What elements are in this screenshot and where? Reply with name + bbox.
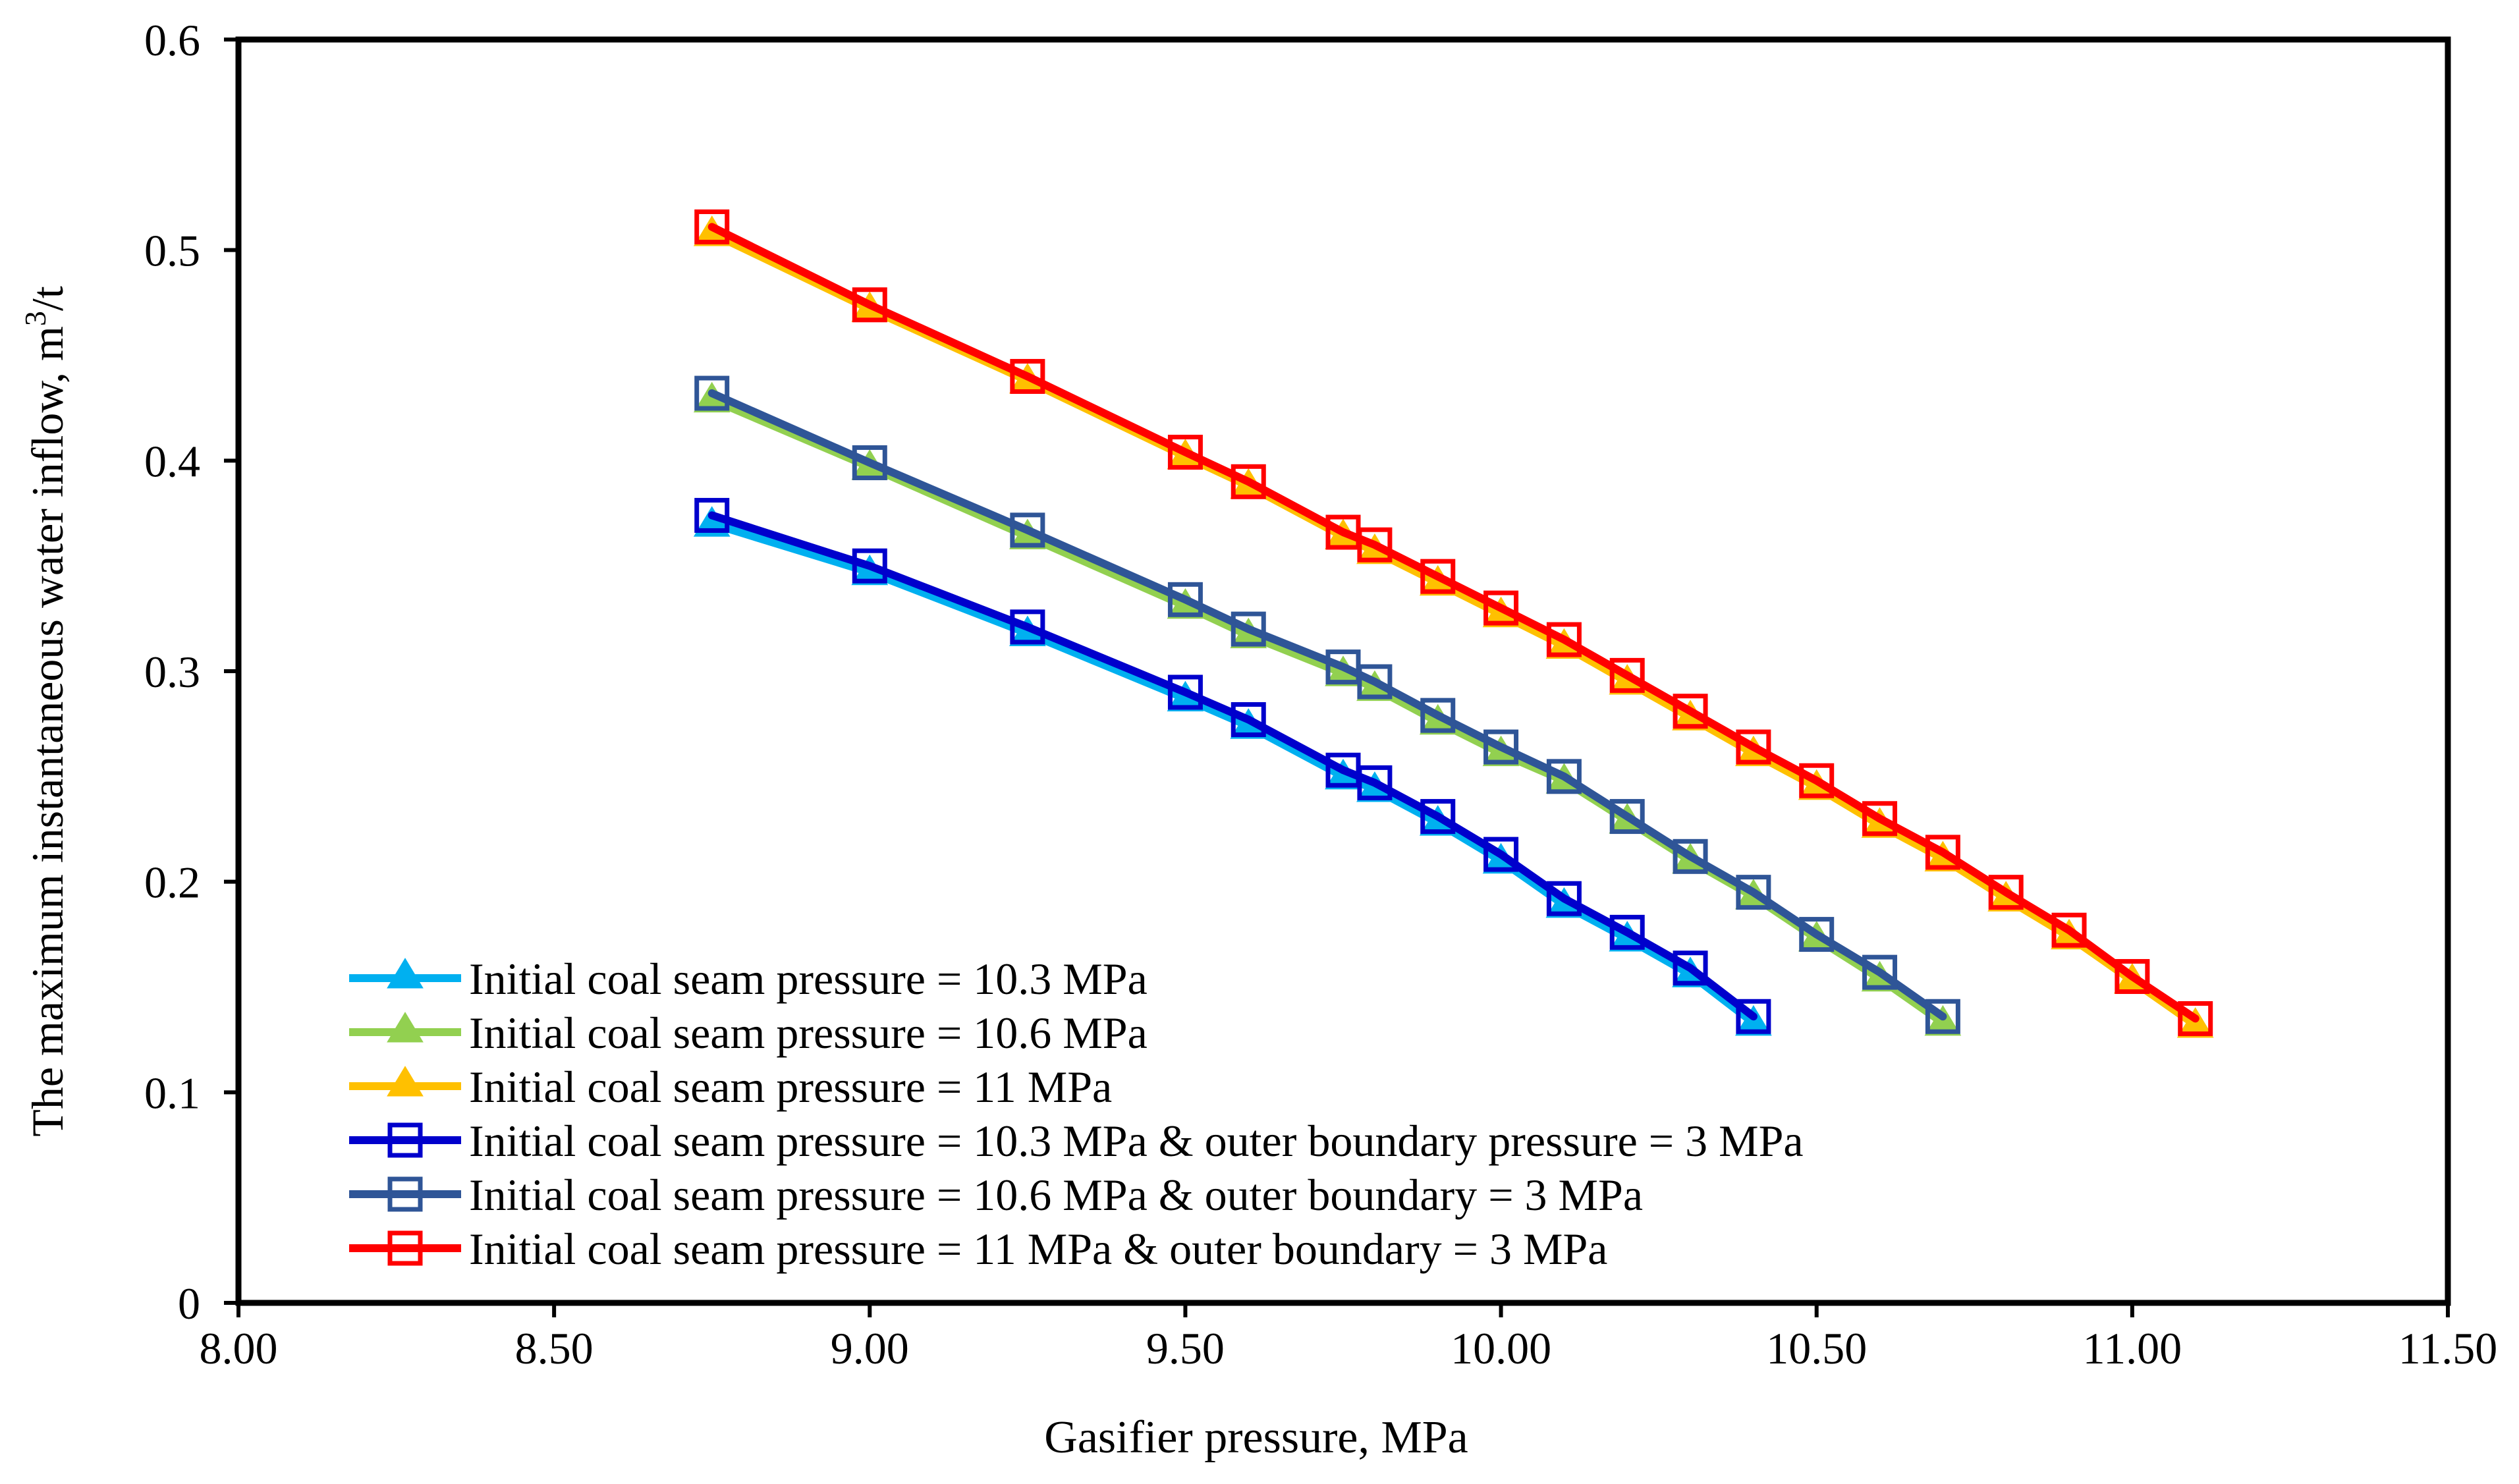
data-point [1799,917,1835,952]
legend-label: Initial coal seam pressure = 10.6 MPa & … [469,1170,1643,1220]
data-point [1420,698,1456,733]
y-tick-label: 0.2 [144,858,200,908]
y-tick-label: 0.5 [144,226,200,276]
data-point [1609,799,1645,835]
y-tick-label: 0.3 [144,647,200,697]
data-point [1609,914,1645,950]
data-point [1357,765,1393,800]
data-point [852,548,887,584]
data-point [1420,559,1456,594]
data-point [694,375,730,411]
legend-label: Initial coal seam pressure = 11 MPa [469,1062,1112,1112]
data-point [1924,1004,1962,1036]
y-axis-title: The maximum instantaneous water inflow, … [18,286,72,1137]
data-point [2176,1007,2214,1038]
data-point [1231,702,1266,738]
data-point [1420,799,1456,835]
data-point [1673,838,1708,874]
x-tick-label: 11.50 [2398,1323,2497,1373]
y-tick-label: 0.1 [144,1068,200,1118]
series-6 [694,209,2213,1036]
data-point [1357,527,1393,563]
y-axis-title-tail: /t [22,286,72,311]
data-point [1925,835,1960,870]
data-point [1988,875,2024,910]
series-line [707,511,1758,1021]
y-axis-title-main: The maximum instantaneous water inflow, … [22,326,72,1137]
data-point [1167,674,1203,710]
data-point [2178,1001,2213,1036]
data-point [694,497,730,533]
data-point [1483,729,1519,765]
data-point [1325,752,1361,788]
data-point [1010,609,1045,645]
legend-label: Initial coal seam pressure = 10.3 MPa & … [469,1116,1804,1166]
data-point [1862,801,1898,837]
x-tick-label: 11.00 [2083,1323,2182,1373]
data-point [2051,912,2087,948]
data-point [1673,694,1708,729]
series-4 [694,497,1771,1034]
y-tick-label: 0.6 [144,15,200,65]
data-point [1010,358,1045,394]
data-point [1546,759,1582,794]
data-point [1735,1004,1772,1036]
data-point [1673,950,1708,986]
y-axis-title-text: The maximum instantaneous water inflow, … [18,286,72,1137]
data-point [1799,763,1835,798]
data-point [1736,729,1771,765]
plot-area: 8.00 8.50 9.00 9.50 10.00 10.50 11.00 11.50 0 0.1… [144,15,2497,1373]
x-tick-label: 8.00 [200,1323,278,1373]
data-point [1325,649,1361,685]
data-point [852,287,887,323]
x-tick-label: 10.00 [1451,1323,1551,1373]
y-tick-label: 0 [178,1278,200,1329]
legend: Initial coal seam pressure = 10.3 MPaIni… [349,954,1804,1274]
data-point [2115,959,2150,995]
x-tick-label: 9.00 [831,1323,909,1373]
legend-label: Initial coal seam pressure = 10.3 MPa [469,954,1148,1004]
data-point [1231,611,1266,647]
data-point [1862,954,1898,990]
x-axis-title: Gasifier pressure, MPa [1044,1412,1468,1463]
legend-swatch-marker [387,1230,423,1266]
legend-swatch-marker [387,1012,424,1043]
series-5 [694,375,1960,1034]
y-axis-title-superscript: 3 [18,311,52,326]
data-point [1546,622,1582,657]
legend-swatch-marker [387,1176,423,1212]
data-point [1483,590,1519,626]
x-tick-label: 10.50 [1766,1323,1867,1373]
data-point [1231,464,1266,499]
data-point [1167,582,1203,617]
y-tick-label: 0.4 [144,436,200,486]
legend-label: Initial coal seam pressure = 10.6 MPa [469,1008,1148,1058]
data-point [1010,512,1045,548]
data-point [1546,881,1582,916]
legend-label: Initial coal seam pressure = 11 MPa & ou… [469,1224,1608,1274]
data-point [852,445,887,481]
data-point [1925,999,1960,1034]
data-point [694,209,730,245]
series-line [707,389,1947,1021]
x-tick-label: 8.50 [515,1323,594,1373]
legend-swatch-marker [387,958,424,989]
data-point [1736,875,1771,910]
legend-swatch-marker [387,1066,424,1097]
series-line [707,223,2200,1023]
data-point [1736,999,1771,1034]
data-point [1325,514,1361,550]
x-tick-label: 9.50 [1146,1323,1225,1373]
data-point [1609,657,1645,693]
data-point [1167,435,1203,470]
data-point [1483,837,1519,872]
legend-swatch-marker [387,1122,423,1158]
data-point [1357,664,1393,700]
